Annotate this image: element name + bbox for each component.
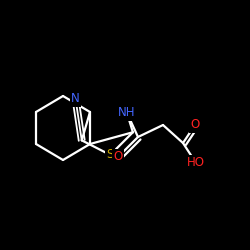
Text: N: N (71, 92, 80, 105)
Text: O: O (114, 150, 122, 164)
Text: NH: NH (118, 106, 136, 120)
Text: HO: HO (187, 156, 205, 170)
Text: O: O (190, 118, 200, 132)
Text: S: S (106, 148, 114, 162)
